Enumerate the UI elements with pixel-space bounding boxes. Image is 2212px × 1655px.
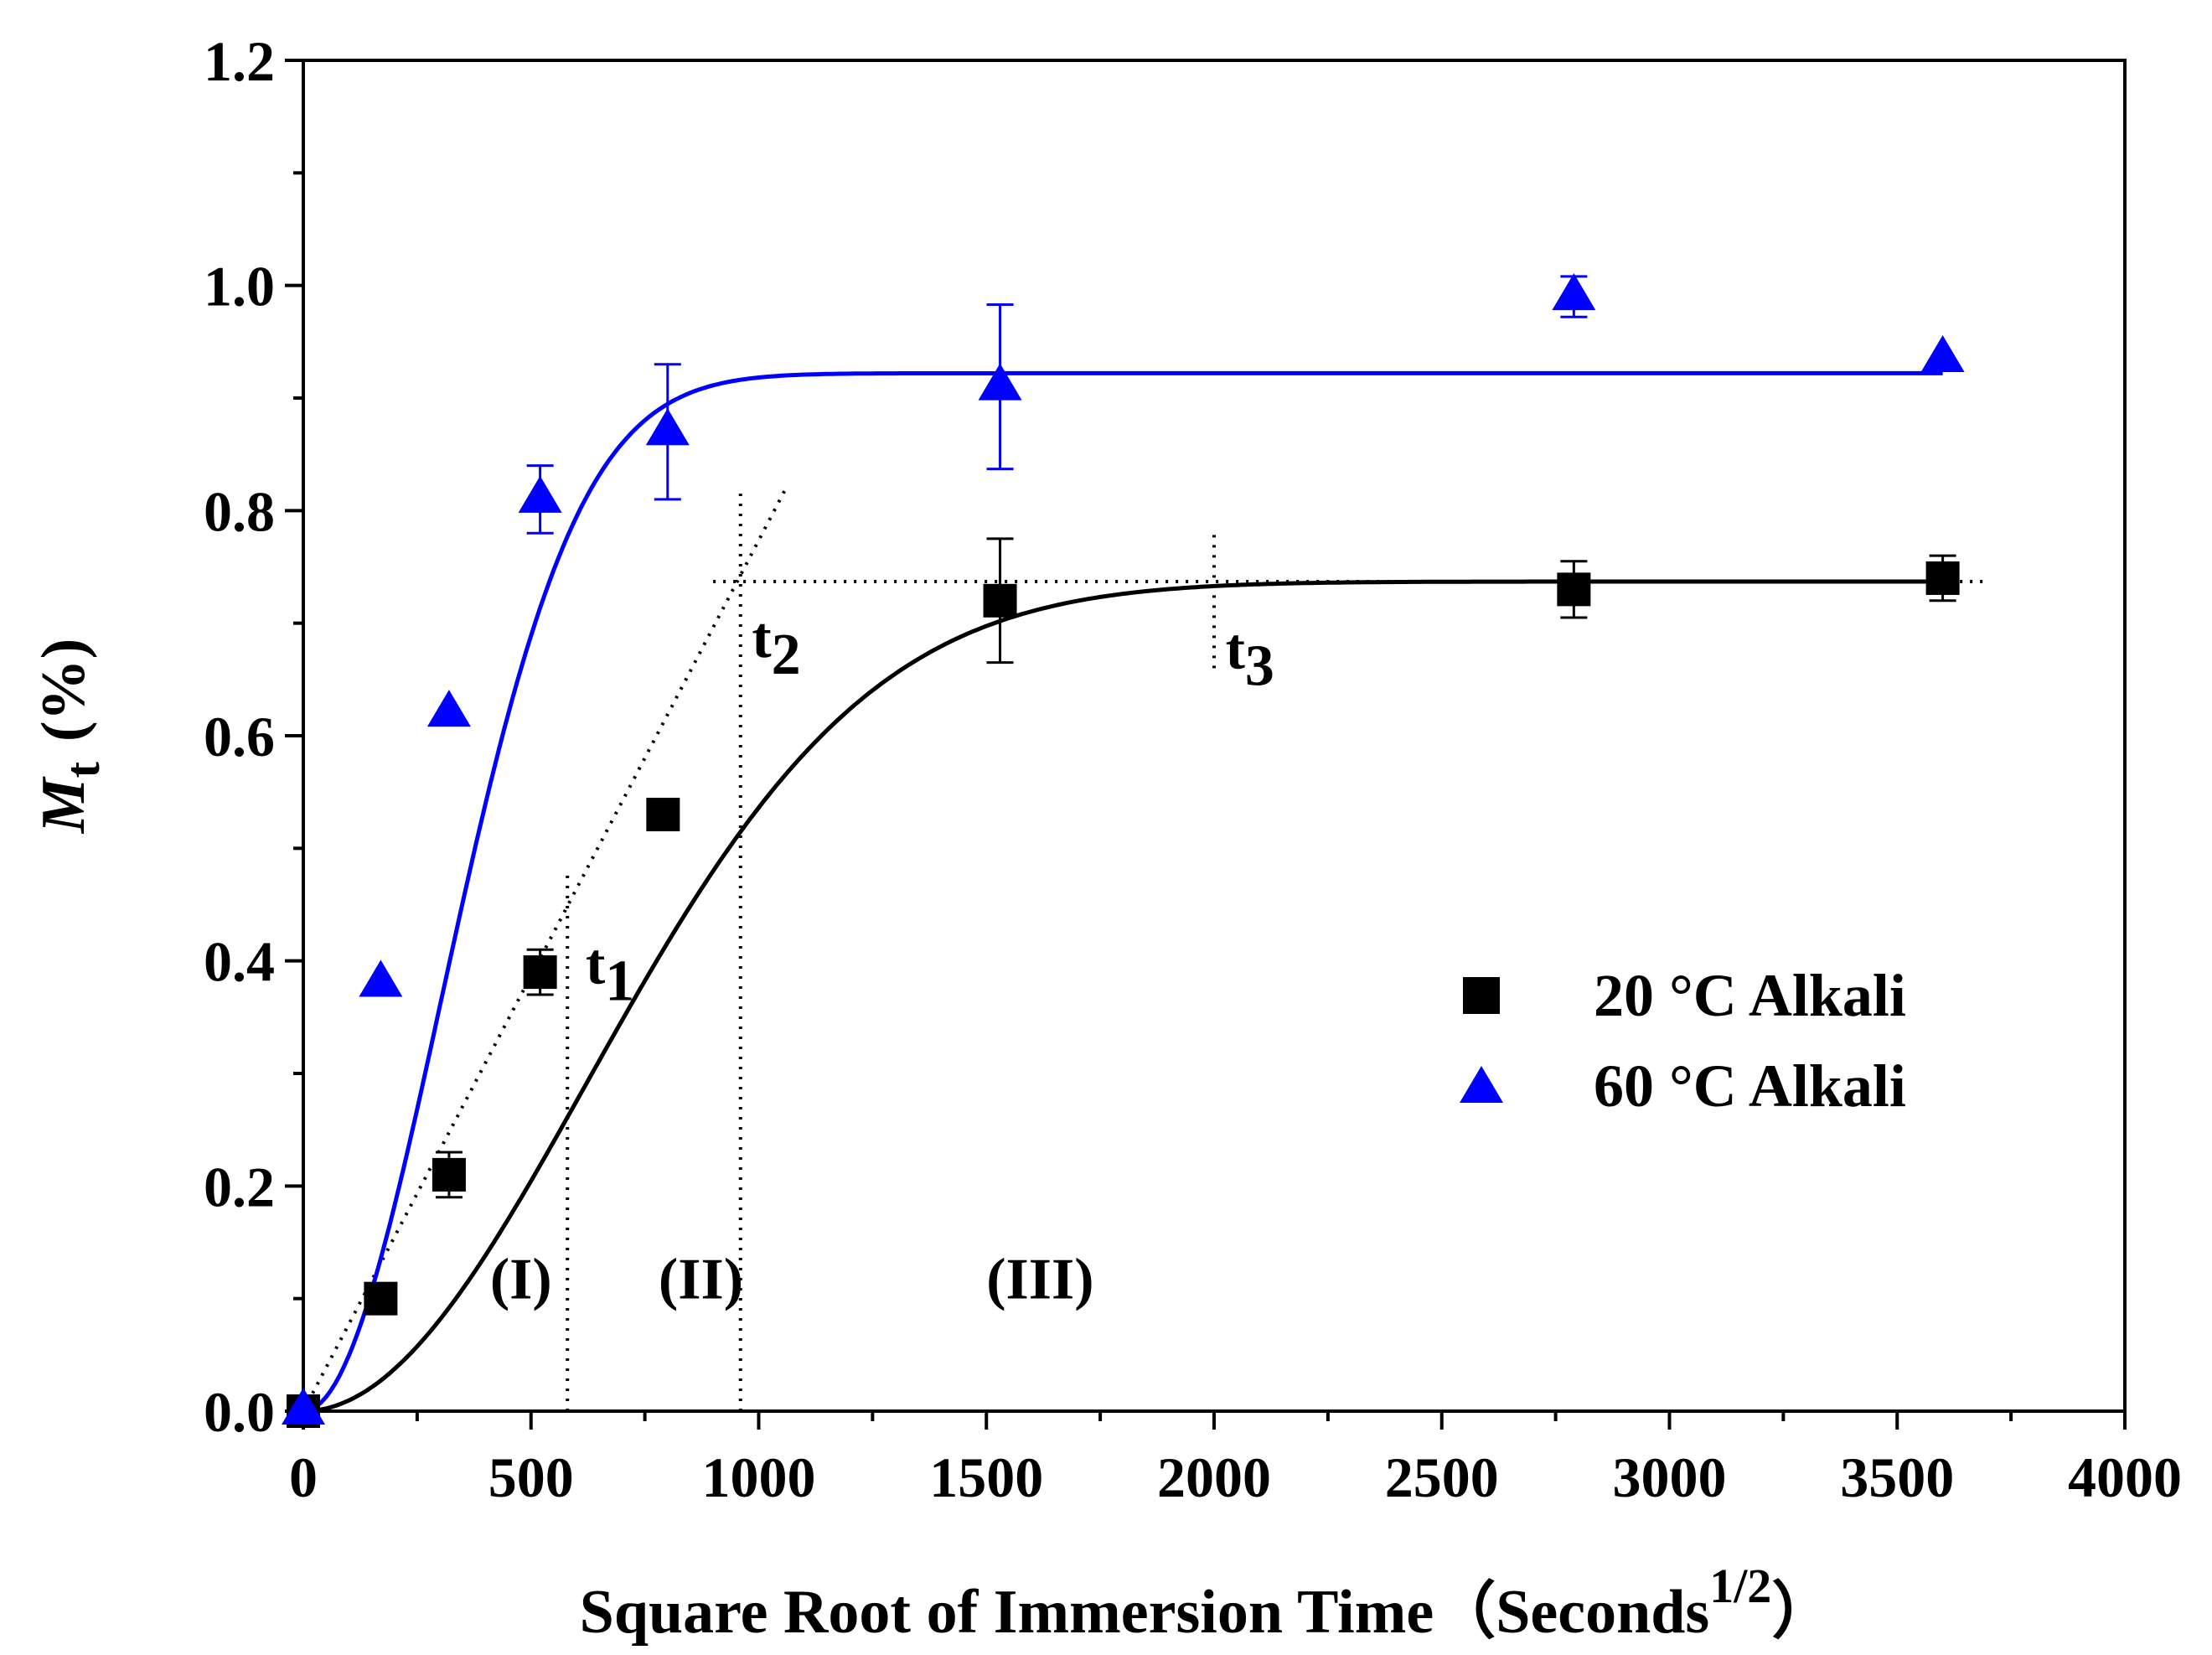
annotations: t1 t2 t3 (I) (II) (III)	[490, 606, 1274, 1312]
y-tick-label: 0.6	[204, 705, 275, 768]
x-tick-label: 1000	[702, 1446, 816, 1509]
annotation-4: (II)	[659, 1248, 743, 1312]
data-point-series-1	[518, 475, 562, 513]
x-tick-label: 3000	[1613, 1446, 1727, 1509]
x-tick-label: 2000	[1157, 1446, 1271, 1509]
annotation-3: (I)	[490, 1248, 552, 1312]
data-point-series-1	[1920, 334, 1965, 372]
axis-tick-labels: 0 500 1000 1500 2000 2500 3000 3500 4000 0.0 0.2 0.…	[204, 29, 2182, 1509]
legend-marker-60c	[1460, 1066, 1503, 1103]
data-point-series-1	[645, 408, 690, 446]
x-tick-label: 4000	[2068, 1446, 2182, 1509]
plot-frame	[302, 59, 2127, 1413]
y-axis-title-main: M	[29, 776, 98, 834]
fit-curve-series-1	[302, 370, 1943, 1414]
legend-label-20c: 20 °C Alkali	[1594, 962, 1906, 1029]
y-tick-label: 0.4	[204, 930, 275, 994]
y-tick-label: 0.2	[204, 1155, 275, 1218]
data-point-series-0	[1557, 572, 1591, 607]
annotation-5: (III)	[986, 1248, 1093, 1312]
data-point-series-1	[426, 690, 471, 727]
legend: 20 °C Alkali 60 °C Alkali	[1460, 962, 1906, 1120]
data-point-series-0	[364, 1281, 398, 1316]
data-point-series-1	[978, 363, 1022, 401]
x-axis-title-main: Square Root of Immersion Time（Seconds	[580, 1578, 1710, 1647]
data-point-series-0	[646, 798, 680, 832]
data-point-series-1	[1552, 273, 1596, 311]
y-axis-title-sub: t	[55, 761, 110, 778]
data-point-series-0	[432, 1157, 466, 1192]
legend-label-60c: 60 °C Alkali	[1594, 1052, 1906, 1120]
y-tick-label: 1.0	[204, 255, 275, 318]
annotation-1: t2	[752, 606, 800, 687]
data-markers	[282, 273, 1965, 1428]
data-point-series-1	[282, 1388, 325, 1425]
x-axis-title-superscript: 1/2	[1709, 1559, 1771, 1613]
x-tick-label: 1500	[929, 1446, 1043, 1509]
data-point-series-0	[983, 583, 1017, 618]
axis-ticks	[285, 59, 2127, 1430]
fit-curve-series-0	[302, 579, 1943, 1414]
y-axis-title-unit: (%)	[29, 639, 98, 742]
y-tick-label: 0.8	[204, 479, 275, 543]
y-tick-label: 1.2	[204, 29, 275, 93]
annotation-2: t3	[1226, 617, 1274, 698]
x-tick-label: 2500	[1385, 1446, 1499, 1509]
data-point-series-0	[1925, 561, 1960, 595]
y-axis-title: Mt (%)	[29, 639, 110, 834]
data-point-series-1	[359, 959, 403, 997]
reference-lines	[302, 487, 1988, 1412]
x-tick-label: 3500	[1840, 1446, 1954, 1509]
fit-curves	[302, 370, 1943, 1414]
annotation-0: t1	[586, 933, 634, 1014]
x-axis-title: Square Root of Immersion Time（Seconds1/2…	[580, 1559, 1834, 1647]
x-axis-title-close: ）	[1771, 1578, 1833, 1647]
data-point-series-0	[523, 955, 557, 990]
y-tick-label: 0.0	[204, 1380, 275, 1444]
x-tick-label: 500	[488, 1446, 574, 1509]
legend-marker-20c	[1463, 977, 1500, 1014]
x-tick-label: 0	[289, 1446, 318, 1509]
